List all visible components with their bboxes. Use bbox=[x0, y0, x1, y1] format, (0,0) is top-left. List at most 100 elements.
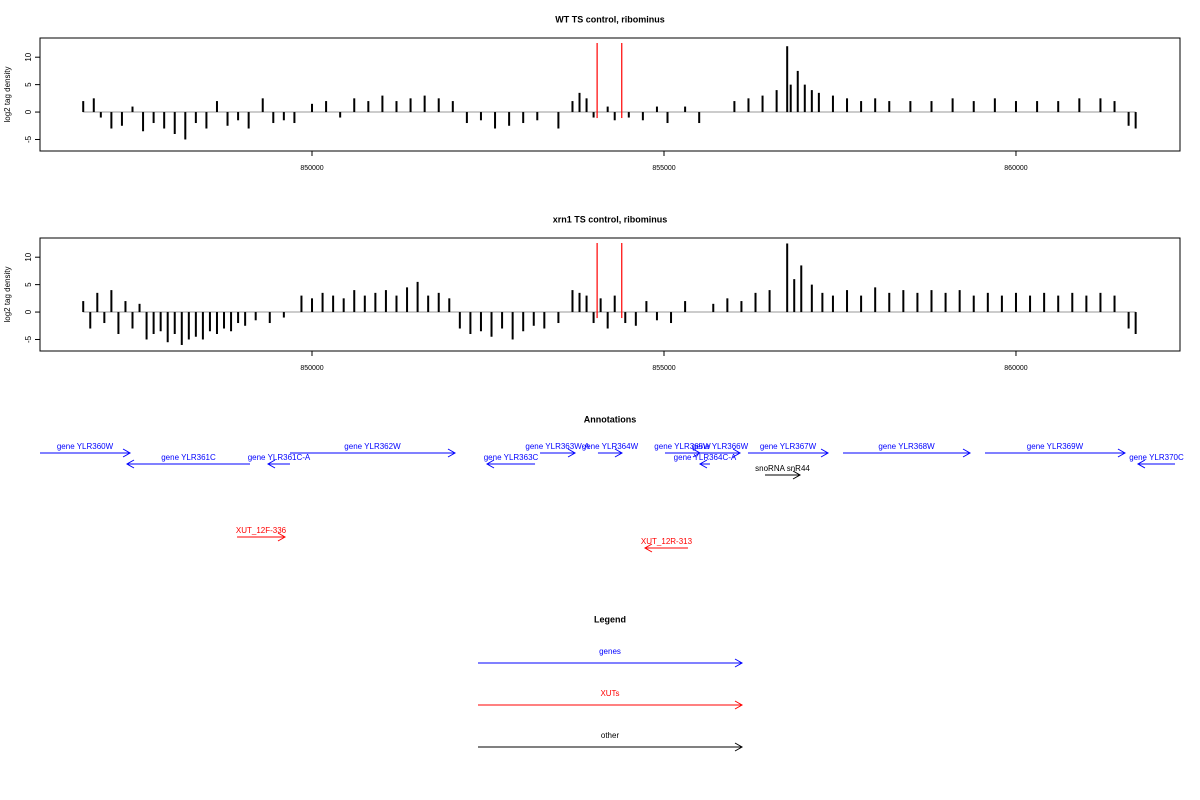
bar bbox=[585, 98, 588, 113]
legend-label: XUTs bbox=[600, 689, 619, 698]
x-tick-label: 855000 bbox=[652, 365, 675, 372]
bar bbox=[944, 292, 947, 313]
bar bbox=[958, 290, 961, 313]
x-tick-label: 855000 bbox=[652, 165, 675, 172]
bar bbox=[592, 312, 595, 324]
bar bbox=[768, 290, 771, 313]
feature-arrow bbox=[985, 448, 1126, 458]
bar bbox=[96, 292, 99, 313]
y-axis-label: log2 tag density bbox=[3, 66, 12, 122]
chart-title: WT TS control, ribominus bbox=[555, 14, 665, 24]
bar bbox=[532, 312, 535, 326]
bar bbox=[930, 101, 933, 113]
feature-label: gene YLR366W bbox=[692, 442, 749, 451]
bar bbox=[201, 312, 204, 340]
bar bbox=[142, 112, 145, 132]
bar bbox=[1014, 292, 1017, 313]
bar bbox=[747, 98, 750, 113]
bar bbox=[325, 101, 328, 113]
feature-arrow bbox=[126, 459, 250, 469]
bar bbox=[916, 292, 919, 313]
bar bbox=[817, 92, 820, 113]
bar bbox=[613, 112, 616, 121]
bar bbox=[684, 301, 687, 313]
bar bbox=[194, 112, 197, 124]
feature-label: gene YLR361C-A bbox=[248, 453, 311, 462]
feature-arrow bbox=[289, 448, 456, 458]
bar bbox=[1099, 98, 1102, 113]
bar bbox=[230, 312, 233, 332]
bar bbox=[810, 90, 813, 113]
bar bbox=[1127, 312, 1130, 329]
bar bbox=[353, 98, 356, 113]
feature-label: gene YLR362W bbox=[344, 442, 401, 451]
bar bbox=[831, 295, 834, 313]
bar bbox=[800, 265, 803, 313]
legend-label: genes bbox=[599, 647, 621, 656]
y-tick-label: 10 bbox=[24, 252, 33, 261]
feature-label: gene YLR363C bbox=[484, 453, 539, 462]
bar bbox=[173, 312, 176, 334]
bar bbox=[311, 103, 314, 113]
bar bbox=[796, 70, 799, 113]
bar bbox=[131, 312, 134, 329]
bar bbox=[237, 312, 240, 324]
bar bbox=[237, 112, 240, 121]
y-tick-label: 5 bbox=[24, 282, 33, 287]
bar bbox=[831, 95, 834, 113]
bar bbox=[684, 106, 687, 113]
feature-label: snoRNA snR44 bbox=[755, 464, 810, 473]
bar bbox=[494, 112, 497, 129]
bar bbox=[1057, 101, 1060, 113]
bar bbox=[1134, 312, 1137, 334]
bar bbox=[254, 312, 257, 321]
bar bbox=[490, 312, 493, 337]
bar bbox=[342, 298, 345, 313]
feature-arrow bbox=[40, 448, 132, 458]
bar bbox=[244, 312, 247, 326]
bar bbox=[821, 292, 824, 313]
bar bbox=[536, 112, 539, 121]
bar bbox=[381, 95, 384, 113]
plot-frame bbox=[39, 237, 1181, 352]
feature-label: gene YLR360W bbox=[57, 442, 114, 451]
bar bbox=[226, 112, 229, 126]
bar bbox=[120, 112, 123, 126]
feature-arrow bbox=[843, 448, 972, 458]
bar bbox=[860, 295, 863, 313]
bar bbox=[557, 312, 560, 324]
plot-frame bbox=[39, 37, 1181, 152]
bar bbox=[138, 303, 141, 313]
bar bbox=[311, 298, 314, 313]
bar bbox=[406, 287, 409, 313]
bar bbox=[641, 112, 644, 121]
bar bbox=[479, 312, 482, 332]
bar bbox=[103, 312, 106, 324]
feature-arrow bbox=[540, 448, 577, 458]
y-tick-label: -5 bbox=[24, 335, 33, 343]
bar bbox=[110, 112, 113, 129]
feature-label: gene YLR370C bbox=[1129, 453, 1184, 462]
bar bbox=[606, 106, 609, 113]
x-tick-label: 850000 bbox=[300, 165, 323, 172]
bar bbox=[930, 290, 933, 313]
bar bbox=[761, 95, 764, 113]
y-tick-label: 0 bbox=[24, 109, 33, 114]
bar bbox=[1113, 295, 1116, 313]
bar bbox=[951, 98, 954, 113]
bar bbox=[634, 312, 637, 326]
bar bbox=[740, 301, 743, 313]
bar bbox=[606, 312, 609, 329]
feature-arrow bbox=[237, 532, 286, 542]
legend-title: Legend bbox=[594, 614, 626, 624]
bar bbox=[571, 101, 574, 113]
bar bbox=[451, 101, 454, 113]
legend-arrow bbox=[478, 658, 744, 668]
legend-arrow bbox=[478, 742, 744, 752]
bar bbox=[145, 312, 148, 340]
bar bbox=[578, 292, 581, 313]
y-tick-label: 10 bbox=[24, 52, 33, 61]
bar bbox=[479, 112, 482, 121]
bar bbox=[726, 298, 729, 313]
